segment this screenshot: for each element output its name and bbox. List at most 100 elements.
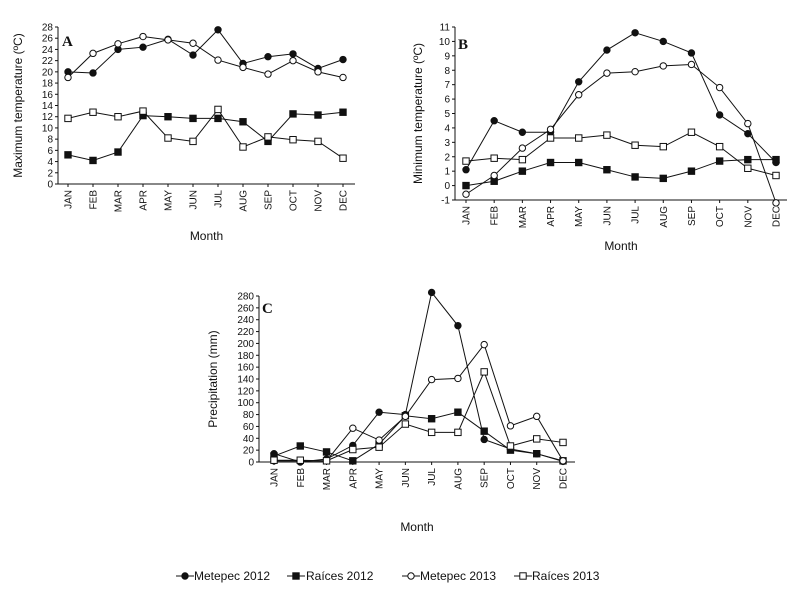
panel-a-y-tick-label: 16 (42, 90, 54, 101)
panel-c-point-raices-2012-sep (480, 427, 488, 435)
panel-a-point-metepec-2013-may (164, 36, 172, 44)
panel-a-point-metepec-2012-sep (264, 53, 272, 61)
panel-a-point-metepec-2013-aug (239, 63, 247, 72)
panel-b-point-metepec-2013-jun (603, 69, 611, 77)
panel-a-point-metepec-2013-nov (314, 68, 322, 76)
panel-b-point-metepec-2013-aug (659, 62, 667, 70)
panel-a-y-tick-label: 28 (42, 23, 54, 34)
panel-b-y-tick-label: 9 (444, 51, 450, 62)
legend-marker-metepec-2013 (407, 572, 415, 580)
panel-b-point-raices-2013-sep (687, 128, 696, 136)
panel-c-y-tick-label: 100 (237, 398, 254, 409)
panel-a-point-raices-2013-sep (264, 133, 272, 141)
panel-a-series-line-raices-2012 (67, 111, 344, 161)
panel-b-point-metepec-2013-apr (546, 125, 555, 134)
panel-a-x-tick-label-aug: AUG (239, 190, 250, 212)
panel-c-x-axis-title: Month (400, 520, 433, 534)
panel-c-point-raices-2012-mar (322, 448, 331, 456)
panel-b-point-metepec-2012-mar (518, 128, 527, 136)
panel-c-point-metepec-2013-jun (401, 412, 410, 421)
panel-b-point-metepec-2012-nov (744, 129, 752, 138)
panel-a-point-raices-2013-jan (64, 114, 72, 123)
panel-c-y-axis-title: Precipitation (mm) (206, 330, 220, 427)
panel-c-y-tick-label: 160 (237, 363, 254, 374)
panel-c-point-metepec-2013-may (375, 436, 383, 444)
panel-a-series-line-raices-2013 (67, 108, 344, 159)
panel-b-series-line-metepec-2012 (465, 32, 777, 170)
panel-c-x-tick-label-may: MAY (375, 468, 386, 489)
legend-label-metepec-2012: Metepec 2012 (194, 569, 270, 583)
panel-b-point-raices-2012-jun (603, 166, 611, 174)
panel-a-point-raices-2013-apr (139, 107, 147, 115)
legend-marker-raices-2012 (292, 572, 300, 580)
panel-a-y-tick-label: 24 (42, 45, 54, 56)
panel-a-y-tick-label: 22 (42, 56, 54, 67)
panel-b-x-tick-label-jul: JUL (631, 206, 642, 224)
panel-a-point-raices-2012-jul (214, 114, 222, 123)
panel-b-point-metepec-2013-nov (744, 119, 752, 128)
panel-b-point-metepec-2012-jan (462, 166, 470, 174)
panel-c-point-raices-2013-jan (270, 456, 278, 464)
panel-b-point-metepec-2012-feb (490, 117, 498, 125)
legend-marker-metepec-2012 (181, 572, 189, 580)
panel-b-point-raices-2013-nov (744, 164, 752, 172)
panel-c-point-metepec-2013-jul (427, 375, 436, 384)
panel-a-point-metepec-2013-feb (89, 49, 97, 58)
legend-label-raices-2013: Raíces 2013 (532, 569, 600, 583)
panel-b-point-metepec-2013-dec (772, 199, 780, 207)
panel-b-point-raices-2013-jan (462, 157, 470, 165)
panel-b-letter-label: B (458, 37, 468, 53)
panel-a-y-tick-label: 26 (42, 34, 54, 45)
panel-a-point-metepec-2013-jan (64, 73, 72, 82)
panel-b-point-metepec-2013-jul (631, 67, 639, 76)
panel-c-point-metepec-2012-may (375, 408, 383, 416)
panel-b-point-raices-2012-oct (715, 157, 724, 165)
panel-b-point-metepec-2013-oct (715, 83, 724, 92)
panel-b-point-raices-2013-jun (603, 131, 611, 139)
panel-a-point-raices-2012-jan (64, 151, 72, 159)
panel-b-series-line-raices-2013 (465, 131, 777, 176)
panel-c-series-line-metepec-2012 (273, 291, 564, 463)
panel-c-point-metepec-2012-jul (427, 288, 436, 297)
panel-a-point-raices-2012-oct (289, 110, 297, 118)
panel-a-point-raices-2013-aug (239, 143, 247, 151)
panel-b-y-tick-label: 0 (444, 181, 450, 192)
panel-a-y-tick-label: 4 (47, 157, 53, 168)
panel-a-y-tick-label: 0 (47, 180, 53, 191)
panel-a-y-tick-label: 12 (42, 112, 54, 123)
panel-a-point-raices-2012-feb (89, 156, 97, 165)
panel-b-series-line-metepec-2013 (465, 63, 777, 204)
panel-c-x-tick-label-jul: JUL (427, 468, 438, 486)
panel-b-y-tick-label: 8 (444, 66, 450, 77)
panel-b-x-tick-label-may: MAY (574, 206, 585, 227)
panel-c-point-metepec-2013-apr (349, 424, 357, 432)
legend-label-raices-2012: Raíces 2012 (306, 569, 374, 583)
panel-a-x-tick-label-oct: OCT (289, 190, 300, 211)
panel-a-point-raices-2012-dec (339, 108, 347, 116)
panel-b-x-tick-label-nov: NOV (743, 206, 754, 228)
panel-c-point-metepec-2012-aug (454, 321, 462, 330)
panel-c-x-tick-label-nov: NOV (532, 468, 543, 490)
panel-a-series-line-metepec-2012 (67, 29, 344, 74)
panel-c-point-raices-2012-jul (427, 415, 436, 423)
panel-c-point-raices-2012-nov (533, 450, 541, 458)
panel-c-x-tick-label-aug: AUG (453, 468, 464, 490)
panel-c-y-tick-label: 80 (243, 410, 255, 421)
panel-b-point-metepec-2012-may (575, 78, 583, 86)
panel-a-y-tick-label: 2 (47, 168, 53, 179)
panel-c-x-tick-label-apr: APR (348, 468, 359, 489)
panel-c-point-metepec-2013-sep (480, 340, 488, 349)
panel-b-point-raices-2012-sep (687, 167, 696, 175)
panel-a-point-raices-2012-jun (189, 114, 197, 123)
panel-b-point-raices-2012-dec (772, 155, 780, 164)
panel-a-point-raices-2013-feb (89, 108, 97, 116)
panel-c-x-tick-label-jun: JUN (401, 468, 412, 487)
panel-b-point-raices-2012-aug (659, 174, 667, 183)
panel-a-point-metepec-2012-apr (139, 43, 147, 51)
panel-c-point-raices-2013-feb (296, 456, 304, 464)
panel-b-x-tick-label-sep: SEP (687, 206, 698, 226)
panel-c-y-tick-label: 280 (237, 292, 254, 303)
panel-b-point-raices-2012-mar (518, 167, 527, 175)
panel-a-point-metepec-2012-jul (214, 26, 222, 34)
